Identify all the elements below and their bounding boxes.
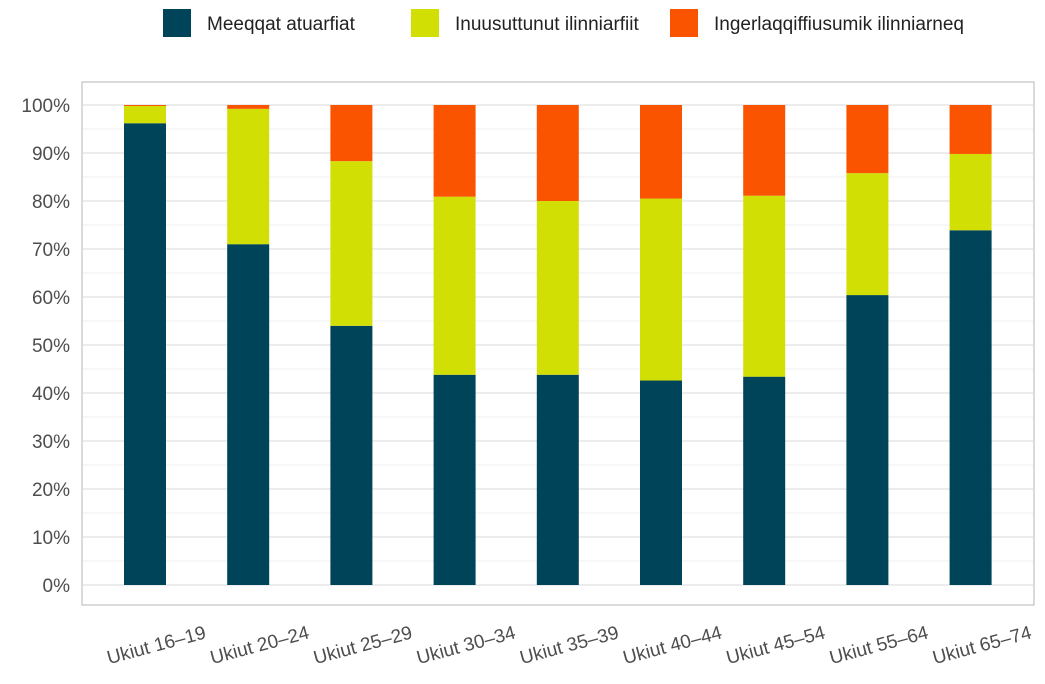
y-tick-label: 80% [32, 192, 70, 213]
y-tick-label: 50% [32, 336, 70, 357]
y-tick-label: 30% [32, 432, 70, 453]
x-tick-label: Ukiut 30–34 [415, 622, 519, 669]
x-tick-label: Ukiut 45–54 [724, 622, 828, 669]
y-tick-label: 60% [32, 288, 70, 309]
bar-segment [227, 244, 270, 585]
bar-segment [536, 374, 579, 585]
bar-segment [124, 105, 166, 106]
x-tick-label: Ukiut 55–64 [827, 622, 931, 669]
y-tick-label: 90% [32, 144, 70, 165]
bar-segment [640, 380, 682, 585]
bar-segment [743, 376, 786, 585]
x-tick-label: Ukiut 25–29 [311, 623, 414, 670]
bar-segment [949, 105, 992, 154]
bar-segment [227, 105, 270, 109]
bar-segment [536, 201, 579, 375]
bar-segment [433, 196, 476, 375]
bar-segment [743, 105, 786, 196]
legend: Meeqqat atuarfiat Inuusuttunut ilinniarfi… [163, 9, 964, 37]
y-tick-label: 40% [32, 384, 70, 405]
x-tick-label: Ukiut 20–24 [208, 622, 312, 669]
x-tick-label: Ukiut 35–39 [518, 623, 621, 670]
bar-segment [330, 325, 373, 585]
x-axis-tick-labels: Ukiut 16–19 Ukiut 20–24 Ukiut 25–29 Ukiut 3… [105, 622, 1034, 669]
bar-segment [846, 295, 889, 585]
legend-label: Inuusuttunut ilinniarfiit [455, 14, 639, 35]
bar-segment [124, 105, 166, 124]
legend-swatch [670, 9, 698, 37]
y-tick-label: 70% [32, 240, 70, 261]
legend-label: Meeqqat atuarfiat [207, 14, 356, 35]
bar-segment [433, 374, 476, 585]
bar-segment [330, 105, 373, 162]
bar-segment [227, 108, 270, 245]
y-axis-tick-labels: 0% 10% 20% 30% 40% 50% 60% 70% 80% 90% 100% [21, 96, 70, 597]
y-tick-label: 10% [32, 528, 70, 549]
legend-label: Ingerlaqqiffiusumik ilinniarneq [714, 14, 964, 35]
bar-segment [846, 105, 889, 174]
x-tick-label: Ukiut 65–74 [931, 622, 1035, 669]
legend-swatch [163, 9, 191, 37]
bar-segment [124, 123, 166, 586]
bar-segment [433, 105, 476, 197]
y-tick-label: 0% [43, 576, 71, 597]
legend-swatch [411, 9, 439, 37]
bar-segment [536, 105, 579, 201]
bar-segment [743, 195, 786, 377]
bars [124, 105, 992, 586]
bar-segment [949, 153, 992, 231]
bar-segment [640, 198, 682, 381]
bar-segment [640, 105, 682, 199]
bar-segment [846, 173, 889, 296]
x-tick-label: Ukiut 16–19 [105, 623, 208, 670]
y-tick-label: 100% [21, 96, 70, 117]
bar-segment [949, 230, 992, 585]
y-tick-label: 20% [32, 480, 70, 501]
x-tick-label: Ukiut 40–44 [621, 622, 725, 669]
bar-segment [330, 161, 373, 326]
